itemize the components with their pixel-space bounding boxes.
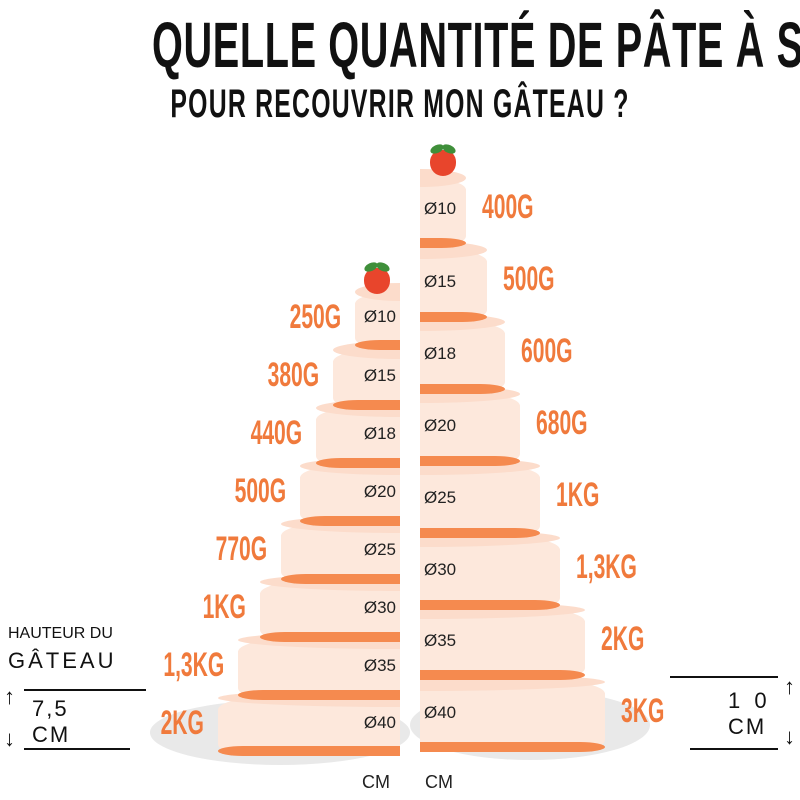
tier-band [238, 690, 400, 700]
left_cake-diameter: Ø35 [363, 656, 396, 675]
left_cake-weight: 250G [289, 298, 341, 336]
down-arrow-icon: ↓ [784, 724, 795, 749]
strawberry-icon [428, 142, 458, 176]
left_cake-tier: Ø20 [300, 457, 400, 526]
right-unit: CM [425, 772, 453, 792]
left-height-value: 7,5 [32, 696, 69, 721]
tier-top [420, 169, 466, 187]
right_cake-weight: 600G [521, 332, 573, 370]
left_cake-diameter: Ø25 [363, 540, 396, 559]
right_cake-diameter: Ø30 [424, 560, 457, 579]
right_cake-tier: Ø10 [420, 169, 466, 248]
left_cake-tier: Ø10 [355, 283, 400, 350]
right_cake-weight: 1,3KG [576, 548, 637, 586]
right_cake-diameter: Ø35 [424, 631, 457, 650]
left_cake-tier: Ø15 [333, 341, 400, 410]
right_cake-diameter: Ø40 [424, 703, 457, 722]
left_cake-weight: 380G [267, 356, 319, 394]
tier-band [420, 238, 466, 248]
tier-band [420, 742, 605, 752]
up-arrow-icon: ↑ [4, 684, 15, 709]
left_cake-diameter: Ø18 [363, 424, 396, 443]
tier-band [420, 670, 585, 680]
left_cake-diameter: Ø40 [363, 713, 396, 732]
right_cake-tier: Ø18 [420, 313, 505, 394]
right-height-value: 1 0 [728, 688, 771, 713]
left_cake-weight: 770G [215, 530, 267, 568]
left_cake-tier: Ø25 [281, 515, 400, 584]
tier-band [420, 528, 540, 538]
title-line-2: POUR RECOUVRIR MON GÂTEAU ? [170, 82, 630, 126]
tier-band [316, 458, 400, 468]
tier-band [260, 632, 400, 642]
left_cake-weight: 1KG [202, 588, 246, 626]
right-height-unit: CM [728, 714, 767, 739]
strawberry-icon [362, 260, 392, 294]
right_cake-diameter: Ø18 [424, 344, 457, 363]
right_cake-diameter: Ø20 [424, 416, 457, 435]
tier-band [300, 516, 400, 526]
right-height-top-line [670, 676, 778, 678]
right_cake-weight: 680G [536, 404, 588, 442]
right_cake-tier: Ø20 [420, 385, 520, 466]
right_cake-tier: Ø15 [420, 241, 487, 322]
right-height-bottom-line [690, 748, 778, 750]
left-height-top-line [24, 689, 146, 691]
right_cake-weight: 400G [482, 188, 534, 226]
left_cake-weight: 440G [250, 414, 302, 452]
strawberry-leaf [440, 142, 458, 156]
right_cake-tier: Ø35 [420, 601, 585, 680]
left-unit: CM [362, 772, 390, 792]
left-height-unit: CM [32, 722, 71, 747]
right_cake-tier: Ø40 [420, 673, 605, 752]
up-arrow-icon: ↑ [784, 674, 795, 699]
strawberry-leaf [374, 260, 392, 274]
left_cake-weight: 1,3KG [163, 646, 224, 684]
left_cake-tier: Ø30 [260, 573, 400, 642]
height-label-2: GÂTEAU [8, 648, 117, 673]
left_cake-diameter: Ø10 [363, 307, 396, 326]
right_cake-tier: Ø30 [420, 529, 560, 610]
left-height-bottom-line [24, 748, 130, 750]
title-line-1: QUELLE QUANTITÉ DE PÂTE À SUCRE [152, 9, 800, 81]
right_cake-weight: 2KG [601, 620, 645, 658]
right_cake-diameter: Ø10 [424, 199, 457, 218]
tier-band [218, 746, 400, 756]
tier-band [420, 600, 560, 610]
left_cake-weight: 2KG [160, 704, 204, 742]
right_cake-weight: 500G [503, 260, 555, 298]
right_cake-tier: Ø25 [420, 457, 540, 538]
tier-band [355, 340, 400, 350]
left_cake-weight: 500G [234, 472, 286, 510]
left_cake-diameter: Ø15 [363, 366, 396, 385]
left_cake-tier: Ø18 [316, 399, 400, 468]
left_cake-diameter: Ø30 [363, 598, 396, 617]
right_cake-diameter: Ø25 [424, 488, 457, 507]
right_cake-diameter: Ø15 [424, 272, 457, 291]
left_cake-diameter: Ø20 [363, 482, 396, 501]
left_cake-tier: Ø40 [218, 689, 400, 756]
tier-band [333, 400, 400, 410]
right_cake-weight: 1KG [556, 476, 600, 514]
tier-band [420, 456, 520, 466]
tier-band [420, 312, 487, 322]
down-arrow-icon: ↓ [4, 726, 15, 751]
tier-band [281, 574, 400, 584]
left_cake-tier: Ø35 [238, 631, 400, 700]
height-label-1: HAUTEUR DU [8, 625, 113, 642]
right_cake-weight: 3KG [621, 692, 665, 730]
tier-band [420, 384, 505, 394]
